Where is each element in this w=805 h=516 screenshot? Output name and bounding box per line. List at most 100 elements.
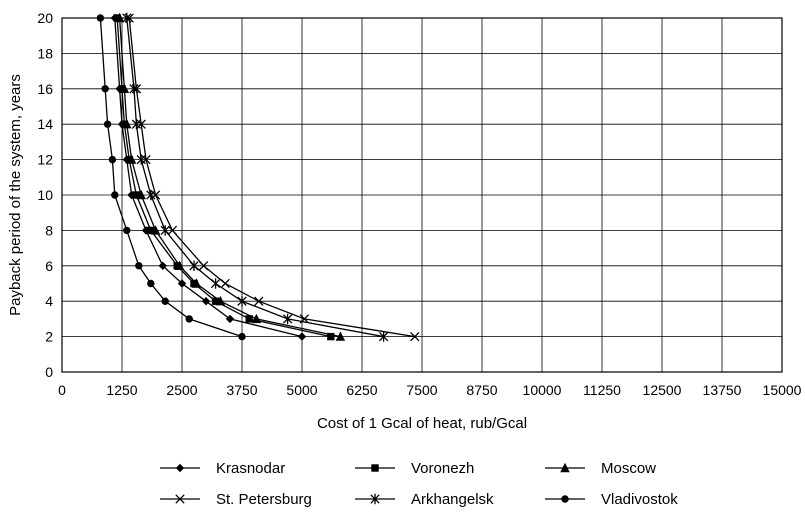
x-tick-label: 0 <box>58 382 66 398</box>
diamond-marker <box>225 314 235 324</box>
asterisk-marker <box>146 189 156 201</box>
circle-marker <box>238 332 246 341</box>
asterisk-marker <box>378 331 389 342</box>
diamond-marker <box>177 279 187 288</box>
x-tick-label: 3750 <box>226 382 257 398</box>
x-tick-label: 10000 <box>523 382 562 398</box>
series-arkhangelsk <box>122 12 389 342</box>
asterisk-marker <box>136 154 146 165</box>
triangle-marker <box>150 225 161 235</box>
legend-label: Krasnodar <box>216 460 285 477</box>
legend-item: Voronezh <box>355 460 474 477</box>
series-moscow <box>114 12 346 341</box>
x-axis-label: Cost of 1 Gcal of heat, rub/Gcal <box>317 415 527 432</box>
y-tick-labels: 0 2 4 6 8 10 12 14 16 18 20 <box>37 10 53 380</box>
legend-item: Arkhangelsk <box>355 491 494 508</box>
series-st-petersburg <box>124 13 420 342</box>
y-tick-label: 16 <box>37 81 53 97</box>
x-marker <box>198 261 209 271</box>
series-line <box>114 17 303 338</box>
x-tick-label: 15000 <box>763 382 802 398</box>
x-tick-label: 1250 <box>106 382 137 398</box>
triangle-marker <box>215 296 226 306</box>
triangle-marker <box>126 154 137 164</box>
legend-label: Voronezh <box>411 460 474 477</box>
grid <box>61 17 783 373</box>
triangle-marker <box>174 260 185 270</box>
circle-marker <box>561 495 569 503</box>
asterisk-marker <box>370 493 380 505</box>
legend-item: St. Petersburg <box>160 491 312 508</box>
x-tick-label: 2500 <box>166 382 197 398</box>
diamond-marker <box>297 332 307 341</box>
y-tick-label: 12 <box>37 152 53 168</box>
asterisk-marker <box>210 278 221 289</box>
square-marker <box>147 226 155 235</box>
plot-frame <box>61 17 783 373</box>
series-layer <box>96 12 420 342</box>
x-tick-label: 12500 <box>643 382 682 398</box>
x-marker <box>167 225 178 236</box>
y-tick-label: 2 <box>45 329 53 345</box>
x-marker <box>254 296 264 306</box>
circle-marker <box>123 226 131 235</box>
y-tick-label: 10 <box>37 187 53 203</box>
x-tick-label: 7500 <box>406 382 437 398</box>
circle-marker <box>161 297 169 305</box>
y-tick-label: 4 <box>45 293 53 309</box>
circle-marker <box>185 315 193 323</box>
series-line <box>118 17 341 338</box>
triangle-marker <box>560 462 570 473</box>
asterisk-marker <box>237 296 247 307</box>
square-marker <box>211 297 220 305</box>
legend-item: Krasnodar <box>160 460 285 477</box>
legend: Krasnodar Voronezh Moscow St. Petersburg Ark… <box>160 460 678 508</box>
x-tick-label: 5000 <box>286 382 317 398</box>
series-line <box>126 17 384 338</box>
diamond-marker <box>175 463 185 473</box>
circle-marker <box>101 85 109 93</box>
triangle-marker <box>251 313 262 324</box>
asterisk-marker <box>160 225 170 236</box>
y-tick-label: 20 <box>37 10 53 26</box>
square-marker <box>371 464 379 472</box>
legend-label: St. Petersburg <box>216 491 312 508</box>
circle-marker <box>108 155 117 164</box>
y-tick-label: 18 <box>37 45 53 61</box>
triangle-marker <box>335 331 346 341</box>
legend-label: Vladivostok <box>601 491 678 508</box>
x-tick-label: 13750 <box>703 382 742 398</box>
triangle-marker <box>119 83 130 93</box>
y-axis-label: Payback period of the system, years <box>7 74 24 316</box>
legend-item: Vladivostok <box>545 491 678 508</box>
asterisk-marker <box>189 260 199 271</box>
asterisk-marker <box>282 313 293 325</box>
x-marker <box>175 494 185 504</box>
x-tick-label: 8750 <box>466 382 497 398</box>
square-marker <box>132 191 141 199</box>
square-marker <box>327 332 335 341</box>
legend-label: Arkhangelsk <box>411 491 494 508</box>
series-vladivostok <box>96 14 246 341</box>
series-krasnodar <box>110 13 307 341</box>
diamond-marker <box>158 261 167 270</box>
x-marker <box>410 331 420 342</box>
x-tick-label: 11250 <box>583 382 621 398</box>
legend-label: Moscow <box>601 460 656 477</box>
series-line <box>128 17 415 338</box>
triangle-marker <box>191 278 202 288</box>
asterisk-marker <box>129 83 139 94</box>
asterisk-marker <box>131 119 142 130</box>
circle-marker <box>147 279 155 288</box>
y-tick-label: 0 <box>45 364 53 380</box>
diamond-marker <box>201 297 211 306</box>
y-tick-label: 14 <box>37 116 53 132</box>
y-tick-label: 8 <box>45 222 53 238</box>
y-tick-label: 6 <box>45 258 53 274</box>
x-tick-label: 6250 <box>346 382 377 398</box>
circle-marker <box>135 262 143 270</box>
x-tick-labels: 0 1250 2500 3750 5000 6250 7500 8750 10000 11250 1… <box>58 382 802 398</box>
legend-item: Moscow <box>545 460 656 477</box>
